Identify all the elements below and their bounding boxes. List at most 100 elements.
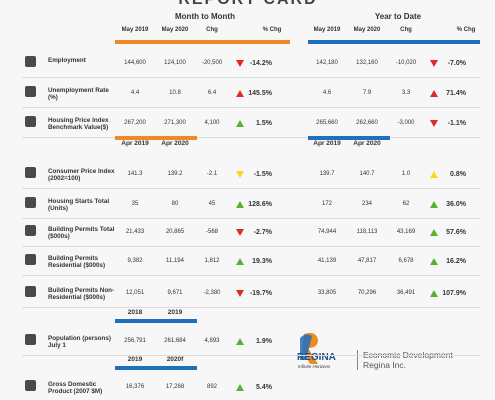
row-separator (22, 77, 481, 78)
trend-arrow (430, 290, 438, 297)
subheader: 2018 (127, 309, 143, 316)
row-separator (22, 188, 481, 189)
cell: 142,180 (316, 60, 338, 66)
cell: 892 (206, 384, 218, 390)
subheader: 2019 (167, 309, 183, 316)
trend-arrow (236, 171, 244, 178)
row-separator (22, 246, 481, 247)
row-icon (25, 56, 36, 67)
cell: 118,113 (356, 229, 378, 235)
trend-arrow (236, 290, 244, 297)
cell: 145.5% (248, 90, 272, 97)
cell: 62 (402, 201, 410, 207)
row-separator (22, 137, 481, 138)
row-separator (22, 355, 481, 356)
logo-divider (357, 350, 358, 370)
column-header: May 2019 (313, 27, 341, 33)
cell: 41,139 (317, 258, 337, 264)
trend-arrow (430, 201, 438, 208)
subheader: Apr 2019 (313, 140, 341, 147)
month-bar (115, 40, 290, 44)
trend-arrow (430, 90, 438, 97)
column-header: Chg (206, 27, 218, 33)
trend-arrow (236, 258, 244, 265)
cell: 6,678 (398, 258, 414, 264)
subheader: 2019 (127, 356, 143, 363)
row-icon (25, 86, 36, 97)
title: REPORT CARD (178, 0, 317, 9)
trend-arrow (236, 90, 244, 97)
trend-arrow (430, 171, 438, 178)
cell: 6.4 (207, 90, 217, 96)
row-label: Unemployment Rate (%) (48, 87, 109, 101)
cell: 4.6 (322, 90, 332, 96)
cell: -1.1% (447, 120, 466, 127)
cell: 9,671 (167, 290, 183, 296)
cell: 21,433 (125, 229, 145, 235)
row-label: Employment (48, 57, 86, 64)
row-icon (25, 334, 36, 345)
row-icon (25, 167, 36, 178)
cell: 128.6% (248, 201, 272, 208)
cell: -19.7% (249, 290, 272, 297)
cell: 33,805 (317, 290, 337, 296)
cell: 36.0% (446, 201, 466, 208)
cell: 47,817 (357, 258, 377, 264)
cell: -20,500 (201, 60, 223, 66)
row-icon (25, 286, 36, 297)
cell: 12,051 (125, 290, 145, 296)
row-label: Building Permits Non-Residential ($000s) (48, 287, 115, 301)
trend-arrow (236, 229, 244, 236)
row-separator (22, 107, 481, 108)
cell: 36,491 (396, 290, 416, 296)
subheader: Apr 2019 (121, 140, 149, 147)
cell: 132,160 (356, 60, 378, 66)
cell: -2,380 (203, 290, 221, 296)
cell: 265,660 (316, 120, 338, 126)
row-label: Gross Domestic Product (2007 $M) (48, 381, 103, 395)
row-label: Population (persons) July 1 (48, 335, 111, 349)
column-header: % Chg (456, 27, 476, 33)
row-label: Building Permits Residential ($000s) (48, 255, 106, 269)
cell: 141.3 (127, 171, 143, 177)
cell: 16,376 (125, 384, 145, 390)
cell: 140.7 (359, 171, 375, 177)
ytd-title: Year to Date (374, 12, 422, 21)
cell: 35 (131, 201, 139, 207)
cell: 107.9% (442, 290, 466, 297)
row-label: Housing Price Index Benchmark Value($) (48, 117, 109, 131)
cell: 20,865 (165, 229, 185, 235)
subheader: 2020f (166, 356, 184, 363)
column-header: May 2020 (161, 27, 189, 33)
cell: 10.8 (169, 90, 181, 96)
row-separator (22, 275, 481, 276)
subheader-bar (115, 319, 197, 323)
cell: 3.3 (401, 90, 411, 96)
row-icon (25, 380, 36, 391)
row-icon (25, 197, 36, 208)
cell: 261,684 (164, 338, 186, 344)
cell: -1.5% (253, 171, 272, 178)
cell: 5.4% (256, 384, 272, 391)
row-separator (22, 218, 481, 219)
cell: 16.2% (446, 258, 466, 265)
cell: 80 (171, 201, 179, 207)
logo-tagline: Infinite Horizons (298, 364, 331, 369)
row-label: Consumer Price Index (2002=100) (48, 168, 115, 182)
cell: 43,169 (396, 229, 416, 235)
row-separator (22, 307, 481, 308)
cell: -2.7% (253, 229, 272, 236)
cell: 9,382 (127, 258, 143, 264)
cell: 4.4 (130, 90, 140, 96)
cell: 57.6% (446, 229, 466, 236)
ytd-bar (308, 40, 480, 44)
subheader: Apr 2020 (161, 140, 189, 147)
row-icon (25, 225, 36, 236)
cell: 1.9% (256, 338, 272, 345)
cell: -568 (205, 229, 219, 235)
cell: 11,194 (166, 258, 184, 264)
cell: 74,944 (317, 229, 337, 235)
trend-arrow (236, 338, 244, 345)
cell: 0.8% (450, 171, 466, 178)
